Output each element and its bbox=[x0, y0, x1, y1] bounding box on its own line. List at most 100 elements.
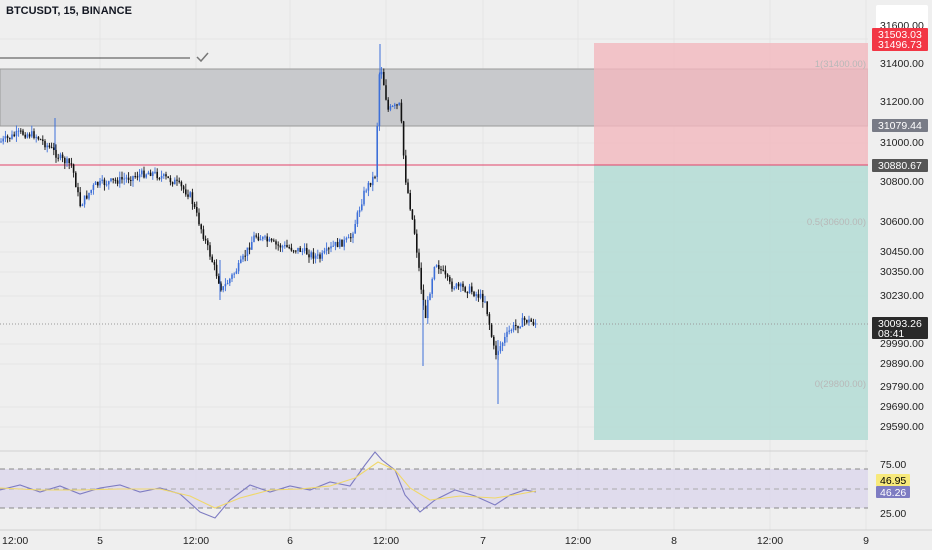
candle-body bbox=[471, 286, 473, 292]
candle-body bbox=[303, 247, 306, 251]
candle-body bbox=[440, 269, 442, 271]
candle-body bbox=[231, 274, 233, 279]
candle-body bbox=[110, 178, 112, 182]
target-price-tag bbox=[872, 38, 928, 51]
candle-body bbox=[378, 74, 381, 127]
price-tick: 30450.00 bbox=[880, 246, 924, 258]
candle-body bbox=[127, 177, 130, 181]
candle-body bbox=[273, 240, 275, 242]
candle-body bbox=[198, 212, 200, 225]
candle-body bbox=[189, 192, 191, 197]
candle-body bbox=[2, 138, 4, 142]
candle-body bbox=[499, 346, 502, 352]
candle-body bbox=[482, 293, 484, 302]
candle-body bbox=[444, 270, 447, 275]
candle-body bbox=[213, 262, 216, 265]
candle-body bbox=[92, 184, 95, 190]
candle-body bbox=[523, 317, 526, 321]
countdown-text: 08:41 bbox=[878, 328, 904, 340]
candle-body bbox=[290, 247, 293, 251]
price-tick: 30800.00 bbox=[880, 176, 924, 188]
candle-body bbox=[429, 293, 431, 300]
candle-body bbox=[242, 255, 244, 260]
rsi-value-text: 46.95 bbox=[880, 475, 906, 487]
candle-body bbox=[174, 179, 176, 185]
candle-body bbox=[37, 136, 40, 140]
candle-body bbox=[339, 239, 341, 248]
candle-body bbox=[325, 248, 328, 251]
candle-body bbox=[442, 269, 444, 271]
candle-body bbox=[77, 187, 79, 193]
candle-body bbox=[347, 237, 350, 239]
candle-body bbox=[233, 273, 235, 275]
candle-body bbox=[259, 239, 262, 241]
candle-body bbox=[83, 195, 86, 205]
candle-body bbox=[385, 85, 387, 100]
candle-body bbox=[178, 180, 180, 182]
candle-body bbox=[512, 324, 515, 331]
candle-body bbox=[202, 229, 205, 239]
candle-body bbox=[488, 314, 491, 325]
rsi-tick: 25.00 bbox=[880, 508, 906, 520]
candle-body bbox=[391, 106, 394, 108]
time-label: 12:00 bbox=[183, 535, 209, 547]
candle-body bbox=[336, 241, 339, 248]
candle-body bbox=[86, 195, 88, 199]
candle-body bbox=[308, 254, 310, 258]
price-axis[interactable]: 31600.00 31400.00 31200.00 31000.00 3080… bbox=[868, 0, 932, 530]
candle-body bbox=[310, 252, 312, 258]
candle-body bbox=[407, 182, 409, 194]
candle-body bbox=[515, 324, 517, 326]
candle-body bbox=[48, 145, 51, 148]
candle-body bbox=[22, 130, 24, 135]
candle-body bbox=[108, 181, 110, 185]
candle-body bbox=[94, 181, 97, 185]
candle-body bbox=[132, 176, 134, 182]
candle-body bbox=[528, 319, 530, 323]
candle-body bbox=[460, 283, 462, 287]
candle-body bbox=[97, 181, 99, 186]
take-profit-zone[interactable] bbox=[594, 165, 868, 440]
price-tick: 30230.00 bbox=[880, 290, 924, 302]
candle-body bbox=[295, 250, 297, 252]
candle-body bbox=[257, 236, 260, 241]
time-axis[interactable]: 12:00 5 12:00 6 12:00 7 12:00 8 12:00 9 bbox=[0, 529, 932, 550]
candle-body bbox=[134, 176, 136, 178]
candle-body bbox=[50, 147, 53, 149]
candle-body bbox=[246, 247, 249, 256]
candle-body bbox=[17, 130, 20, 132]
candle-body bbox=[187, 194, 189, 197]
candle-body bbox=[372, 176, 374, 186]
stop-loss-zone[interactable] bbox=[594, 43, 868, 165]
candle-body bbox=[526, 320, 528, 323]
price-tick: 29890.00 bbox=[880, 358, 924, 370]
candle-body bbox=[317, 254, 319, 256]
candle-body bbox=[457, 283, 460, 287]
candle-body bbox=[435, 265, 438, 267]
candle-body bbox=[244, 255, 246, 257]
candle-body bbox=[532, 321, 535, 325]
target-price-tag bbox=[872, 28, 928, 41]
candle-body bbox=[418, 252, 420, 268]
candle-body bbox=[383, 72, 385, 86]
candle-body bbox=[264, 236, 266, 238]
candle-body bbox=[237, 262, 240, 272]
candle-body bbox=[387, 99, 389, 110]
price-tick: 30350.00 bbox=[880, 266, 924, 278]
candle-body bbox=[46, 145, 48, 148]
candle-body bbox=[35, 136, 37, 138]
candle-body bbox=[171, 182, 174, 185]
candle-body bbox=[451, 281, 453, 289]
price-tick: 31400.00 bbox=[880, 58, 924, 70]
candle-body bbox=[209, 245, 211, 257]
candle-body bbox=[185, 189, 187, 195]
candle-body bbox=[394, 104, 396, 107]
candle-body bbox=[277, 244, 279, 246]
candle-body bbox=[517, 325, 519, 329]
candle-body bbox=[176, 179, 178, 181]
candle-body bbox=[328, 248, 330, 250]
candle-body bbox=[438, 265, 440, 270]
candle-body bbox=[215, 264, 218, 277]
candle-body bbox=[33, 131, 35, 138]
